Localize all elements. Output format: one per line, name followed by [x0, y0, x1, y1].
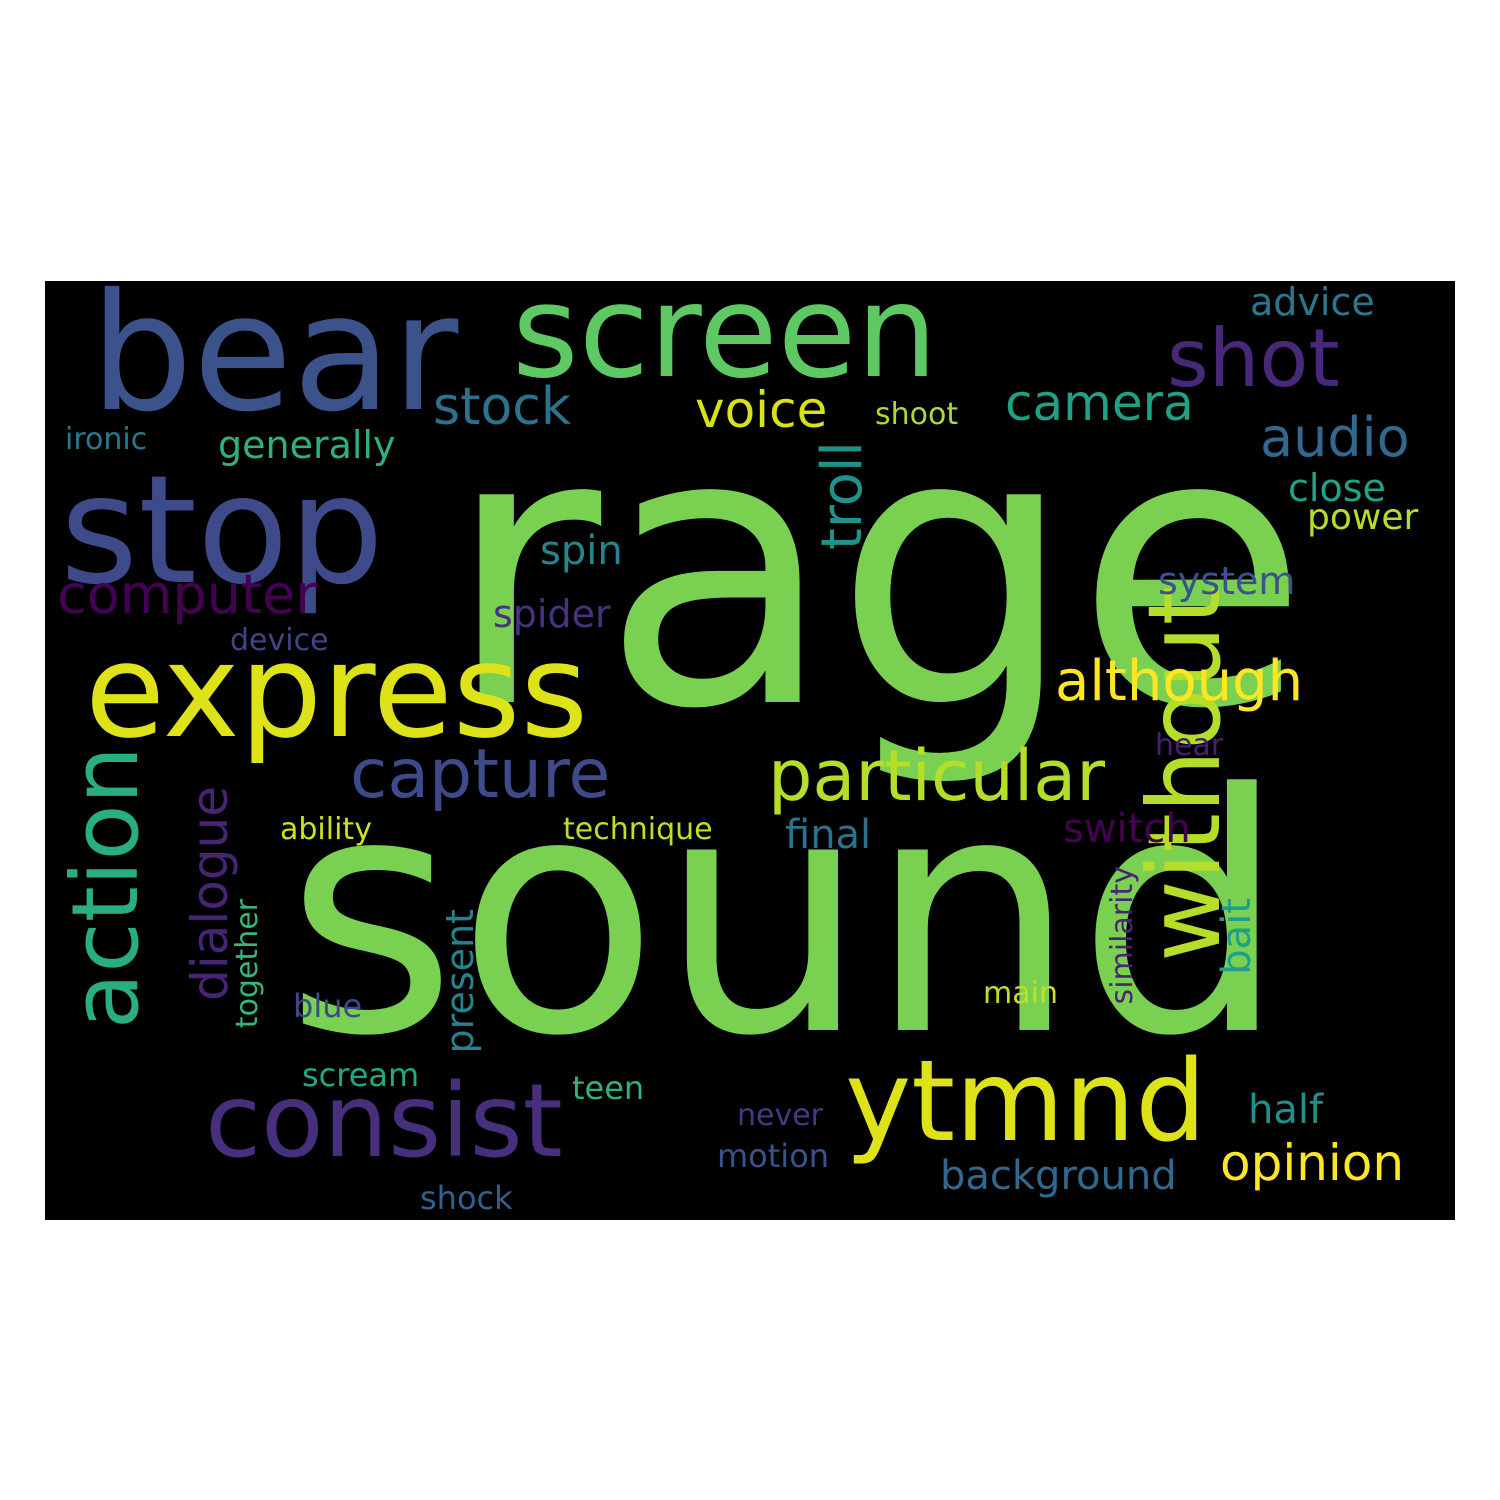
word-ability: ability — [280, 812, 372, 847]
word-advice: advice — [1250, 281, 1375, 324]
word-teen: teen — [572, 1069, 645, 1107]
word-switch: switch — [1063, 806, 1191, 852]
word-present: present — [438, 909, 482, 1054]
word-capture: capture — [350, 735, 611, 814]
word-although: although — [1055, 649, 1304, 714]
word-never: never — [737, 1098, 824, 1133]
word-spider: spider — [493, 592, 611, 636]
word-system: system — [1158, 559, 1296, 603]
word-similarity: similarity — [1105, 866, 1140, 1005]
word-background: background — [940, 1153, 1177, 1199]
word-shoot: shoot — [875, 397, 959, 432]
word-half: half — [1248, 1087, 1324, 1133]
word-scream: scream — [302, 1056, 420, 1094]
word-express: express — [85, 615, 589, 767]
word-computer: computer — [57, 563, 318, 626]
word-cloud: rage sound bear screen stop express cons… — [45, 281, 1455, 1220]
word-technique: technique — [563, 812, 713, 847]
word-stock: stock — [433, 377, 571, 437]
word-device: device — [230, 623, 329, 658]
word-ironic: ironic — [65, 422, 148, 457]
word-dialogue: dialogue — [181, 786, 239, 1001]
word-action: action — [52, 746, 159, 1030]
word-sound: sound — [285, 724, 1287, 1108]
word-rage: rage — [445, 349, 1310, 792]
word-bait: bait — [1214, 898, 1260, 975]
word-close: close — [1288, 466, 1386, 510]
word-main: main — [983, 976, 1058, 1011]
word-opinion: opinion — [1220, 1134, 1405, 1192]
word-troll: troll — [810, 441, 875, 551]
word-shot: shot — [1167, 312, 1340, 405]
word-motion: motion — [717, 1137, 830, 1175]
word-screen: screen — [512, 281, 938, 407]
word-audio: audio — [1260, 406, 1410, 469]
word-blue: blue — [293, 987, 363, 1025]
word-shock: shock — [420, 1179, 513, 1217]
word-hear: hear — [1155, 728, 1224, 763]
word-spin: spin — [540, 528, 623, 574]
word-camera: camera — [1005, 374, 1194, 432]
word-consist: consist — [205, 1062, 563, 1181]
word-together: together — [230, 899, 265, 1029]
word-voice: voice — [695, 381, 828, 439]
word-particular: particular — [768, 735, 1105, 817]
word-stop: stop — [60, 444, 384, 618]
word-power: power — [1307, 497, 1419, 538]
word-final: final — [785, 812, 872, 858]
word-bear: bear — [90, 281, 459, 448]
word-ytmnd: ytmnd — [845, 1037, 1207, 1167]
word-generally: generally — [218, 423, 396, 467]
